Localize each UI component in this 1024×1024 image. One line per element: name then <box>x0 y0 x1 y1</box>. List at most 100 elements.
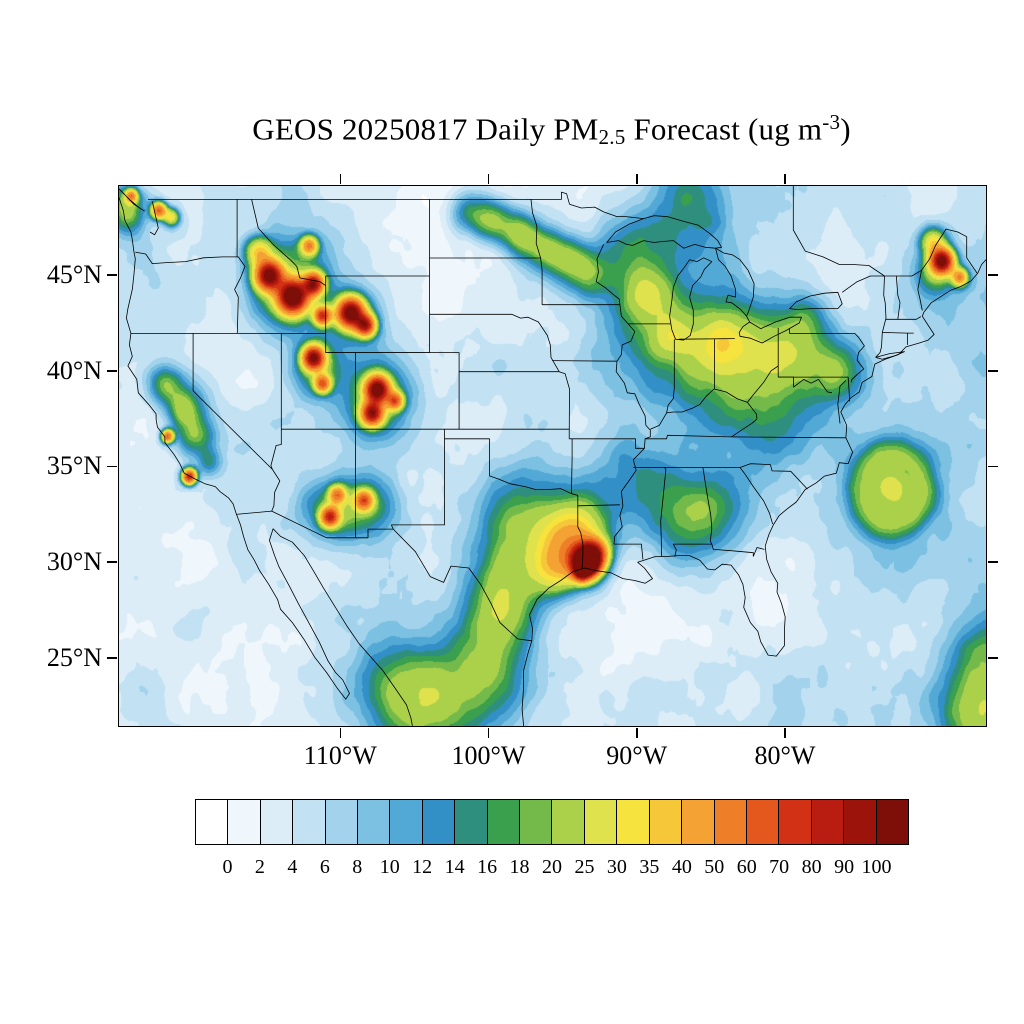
lon-tick-label: 100°W <box>451 741 526 770</box>
boundary-line <box>886 316 922 320</box>
boundary-line <box>119 197 413 726</box>
boundary-line <box>875 275 887 358</box>
colorbar-tick-label: 70 <box>769 856 790 878</box>
boundary-line <box>614 543 644 560</box>
geography-overlay <box>119 186 986 726</box>
boundary-line <box>571 438 573 494</box>
colorbar-cell <box>617 800 650 844</box>
colorbar-tick-label: 40 <box>671 856 692 878</box>
boundary-line <box>660 467 667 557</box>
boundary-line <box>135 251 239 264</box>
boundary-line <box>789 291 843 310</box>
boundary-line <box>917 270 923 311</box>
boundary-line <box>875 351 905 360</box>
colorbar-cell <box>714 800 747 844</box>
boundary-line <box>738 316 802 344</box>
colorbar-cell <box>876 800 908 844</box>
colorbar-cell <box>746 800 780 844</box>
lat-tick-right <box>987 369 998 372</box>
boundary-line <box>234 199 246 334</box>
boundary-line <box>650 365 779 430</box>
boundary-line <box>147 191 644 219</box>
colorbar-cell <box>811 800 845 844</box>
colorbar-cell <box>584 800 618 844</box>
boundary-line <box>577 495 584 569</box>
colorbar-tick-label: 100 <box>861 856 892 878</box>
lon-tick-top <box>635 174 638 184</box>
boundary-line <box>747 402 758 419</box>
boundary-line <box>789 328 865 346</box>
boundary-line <box>679 338 735 340</box>
lat-tick-left <box>107 274 117 276</box>
boundary-line <box>702 467 713 545</box>
boundary-line <box>669 257 713 341</box>
lat-tick-left <box>107 561 117 564</box>
colorbar-tick-label: 30 <box>606 856 627 878</box>
title-text-suffix: ) <box>840 111 851 147</box>
colorbar-tick-label: 4 <box>287 856 298 878</box>
boundary-line <box>559 371 570 439</box>
colorbar-tick-label: 16 <box>477 856 498 878</box>
boundary-line <box>715 247 755 317</box>
boundary-line <box>837 380 847 424</box>
lat-tick-right <box>987 561 998 564</box>
lat-tick-right <box>987 465 998 468</box>
lon-tick-label: 80°W <box>754 741 816 770</box>
colorbar-cell <box>293 800 326 844</box>
colorbar-cell <box>390 800 423 844</box>
boundary-line <box>778 376 819 388</box>
lon-tick-top <box>487 174 490 184</box>
colorbar-tick-label: 6 <box>319 856 330 878</box>
boundary-line <box>236 510 532 642</box>
boundary-line <box>577 504 620 507</box>
boundary-line <box>850 345 865 383</box>
colorbar-tick-label: 8 <box>352 856 363 878</box>
colorbar-cell <box>196 800 229 844</box>
boundary-line <box>841 228 978 293</box>
boundary-line <box>192 333 281 512</box>
colorbar-cell <box>260 800 294 844</box>
colorbar-cell <box>455 800 488 844</box>
colorbar-cell <box>649 800 683 844</box>
lon-tick-bottom <box>487 727 490 738</box>
lon-tick-top <box>784 174 786 184</box>
colorbar-cell <box>844 800 877 844</box>
boundary-line <box>119 188 145 212</box>
colorbar-tick-label: 20 <box>542 856 562 878</box>
colorbar-tick-label: 12 <box>412 856 433 878</box>
title-text-middle: Forecast (ug m <box>625 111 823 147</box>
boundary-line <box>711 543 765 557</box>
boundary-line <box>666 339 675 413</box>
boundary-line <box>444 438 490 476</box>
boundary-line <box>552 360 618 362</box>
boundary-line <box>595 244 651 545</box>
lon-tick-bottom <box>784 727 786 738</box>
colorbar-cell <box>325 800 359 844</box>
lat-tick-label: 30°N <box>46 547 102 577</box>
colorbar-cell <box>487 800 521 844</box>
boundary-line <box>721 463 808 490</box>
lat-tick-label: 45°N <box>46 260 102 289</box>
colorbar-tick-label: 35 <box>639 856 660 878</box>
map-frame <box>118 185 987 727</box>
boundary-line <box>847 377 851 402</box>
chart-title: GEOS 20250817 Daily PM2.5 Forecast (ug m… <box>118 110 985 150</box>
lat-tick-label: 35°N <box>46 451 102 481</box>
colorbar-cell <box>422 800 456 844</box>
colorbar-tick-label: 2 <box>254 856 265 878</box>
boundary-line <box>325 275 430 353</box>
lon-tick-label: 90°W <box>606 741 668 770</box>
title-text-prefix: GEOS 20250817 Daily PM <box>252 111 599 147</box>
colorbar-tick-label: 60 <box>736 856 757 878</box>
boundary-line <box>355 352 460 430</box>
boundary-line <box>882 332 914 334</box>
boundary-line <box>895 275 901 320</box>
lon-tick-label: 110°W <box>303 741 377 770</box>
colorbar-tick-label: 80 <box>801 856 822 878</box>
colorbar-cell <box>682 800 715 844</box>
lat-tick-right <box>987 657 998 659</box>
colorbar-tick-label: 10 <box>379 856 400 878</box>
colorbar-cell <box>552 800 585 844</box>
lon-tick-bottom <box>339 727 342 738</box>
boundary-line <box>530 199 543 305</box>
